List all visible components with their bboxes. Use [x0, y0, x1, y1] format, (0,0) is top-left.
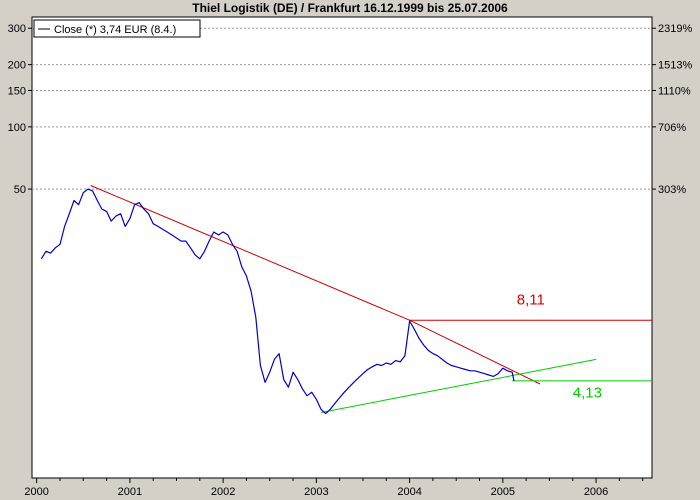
y-tick-label-left: 100: [8, 122, 26, 134]
plot-area: [31, 16, 653, 479]
x-tick-label: 2003: [304, 486, 328, 498]
y-tick-label-left: 50: [14, 184, 26, 196]
value-annotation: 4,13: [573, 385, 602, 402]
legend-label: Close (*) 3,74 EUR (8.4.): [54, 24, 176, 36]
x-tick-label: 2000: [24, 486, 48, 498]
trendline: [320, 358, 597, 413]
x-tick-label: 2001: [118, 486, 142, 498]
y-axis-left: 300 200 150 100 50: [8, 23, 32, 196]
x-tick-label: 2002: [211, 486, 235, 498]
value-annotation: 8,11: [517, 292, 545, 309]
price-series-line: [40, 188, 515, 415]
x-axis: 2000 2001 2002 2003 2004 2005 2006: [24, 478, 644, 498]
series-group: [40, 188, 515, 415]
x-tick-label: 2004: [397, 486, 421, 498]
y-tick-label-left: 150: [8, 85, 26, 97]
y-tick-label-right: 303%: [658, 184, 686, 196]
y-tick-label-right: 706%: [658, 122, 686, 134]
annotations: 8,11 4,13: [517, 292, 602, 402]
x-tick-label: 2006: [584, 486, 608, 498]
y-tick-label-right: 1513%: [658, 60, 692, 72]
x-tick-label: 2005: [491, 486, 515, 498]
legend-box: [33, 19, 201, 38]
y-tick-label-left: 300: [8, 23, 26, 35]
y-axis-right: 2319% 1513% 1110% 706% 303%: [652, 23, 692, 196]
y-tick-label-left: 200: [8, 60, 26, 72]
y-tick-label-right: 2319%: [658, 23, 692, 35]
legend: Close (*) 3,74 EUR (8.4.): [33, 19, 201, 38]
y-tick-label-right: 1110%: [658, 85, 691, 97]
trendlines: [90, 185, 652, 413]
chart-title: Thiel Logistik (DE) / Frankfurt 16.12.19…: [192, 1, 508, 15]
reference-lines: [32, 27, 652, 190]
